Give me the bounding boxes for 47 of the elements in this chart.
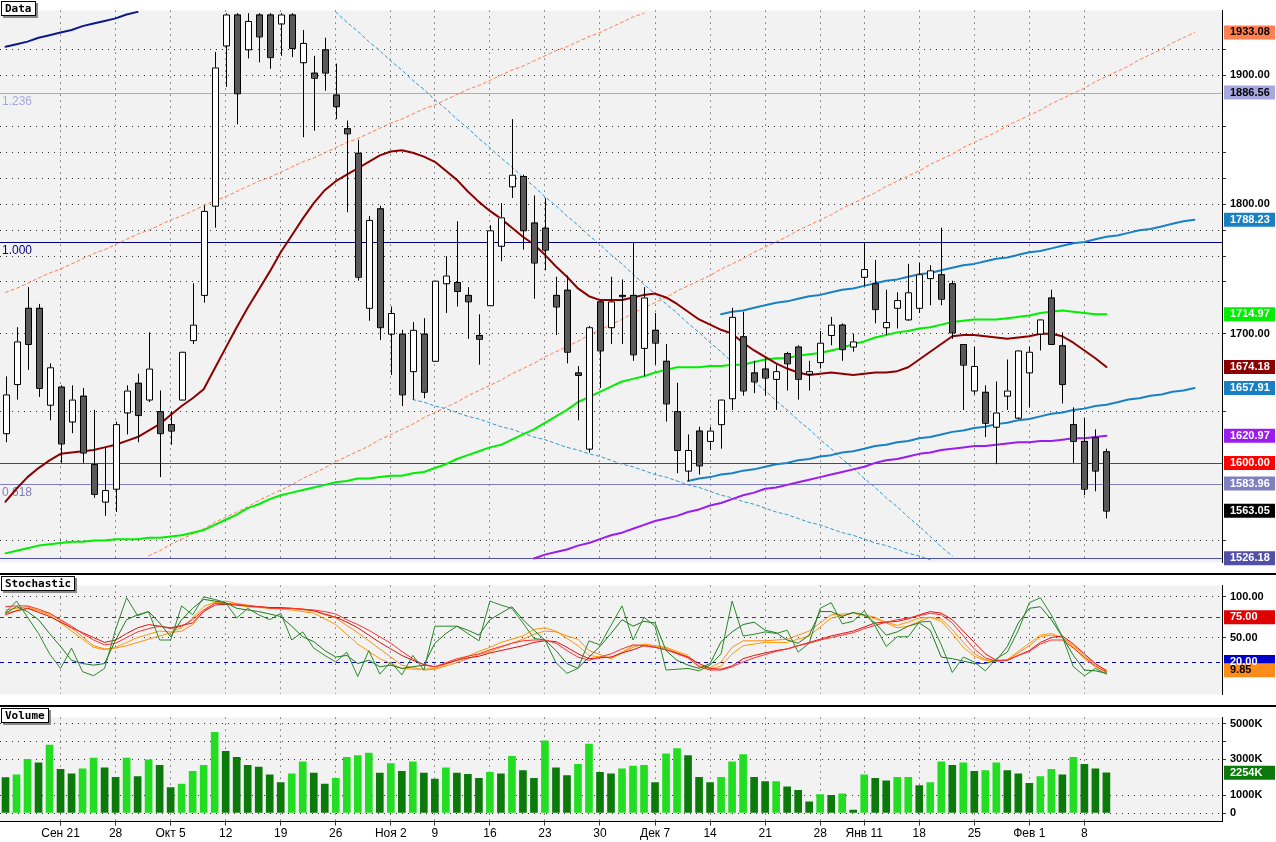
y-tick-label: 1674.18 [1230,360,1270,373]
y-tick-label: 5000K [1230,716,1263,729]
x-tick-label: Окт 5 [155,826,187,841]
y-tick-label: 1583.96 [1230,476,1270,489]
x-tick-label: Дек 7 [640,826,671,841]
x-tick-label: Сен 21 [41,826,81,841]
y-tick-label: 50.00 [1230,630,1258,643]
x-tick-label: 28 [813,826,828,841]
x-tick-label: 26 [329,826,343,841]
x-tick-label: 12 [219,826,233,841]
x-tick-label: Янв 11 [845,826,884,841]
y-tick-label: 1563.05 [1230,503,1270,516]
x-tick-label: 25 [967,826,982,841]
y-tick-label: 2254K [1230,765,1263,778]
x-tick-label: 18 [912,826,927,841]
y-tick-label: 1900.00 [1230,68,1270,81]
y-tick-label: 75.00 [1230,610,1258,623]
x-tick-label: 21 [758,826,773,841]
annotation: 1.236 [2,93,33,108]
chart-title: Volume [1,708,49,723]
x-tick-label: 23 [538,826,552,841]
y-tick-label: 1000K [1230,788,1263,801]
x-tick-label: Фев 1 [1013,826,1046,841]
y-tick-label: 1600.00 [1230,455,1270,468]
x-tick-label: Ноя 2 [374,826,408,841]
annotation: 1.000 [2,243,33,258]
x-tick-label: 16 [483,826,497,841]
y-tick-label: 1526.18 [1230,551,1270,564]
y-tick-label: 1714.97 [1230,307,1270,320]
y-tick-label: 1788.23 [1230,212,1270,225]
y-tick-label: 1700.00 [1230,326,1270,339]
y-tick-label: 1657.91 [1230,381,1270,394]
y-tick-label: 1620.97 [1230,428,1270,441]
y-tick-label: 1800.00 [1230,197,1270,210]
x-tick-label: 8 [1081,826,1089,841]
y-tick-label: 1886.56 [1230,85,1270,98]
x-tick-label: 9 [431,826,439,841]
chart-title: Data [1,1,36,16]
y-tick-label: 1933.08 [1230,25,1270,38]
x-tick-label: 19 [274,826,288,841]
y-tick-label: 3000K [1230,752,1263,765]
x-tick-label: 14 [703,826,718,841]
x-tick-label: 28 [108,826,123,841]
chart-title: Stochastic [1,576,76,591]
y-tick-label: 100.00 [1230,590,1264,602]
y-tick-label: 0 [1230,806,1237,819]
x-tick-label: 30 [593,826,607,841]
